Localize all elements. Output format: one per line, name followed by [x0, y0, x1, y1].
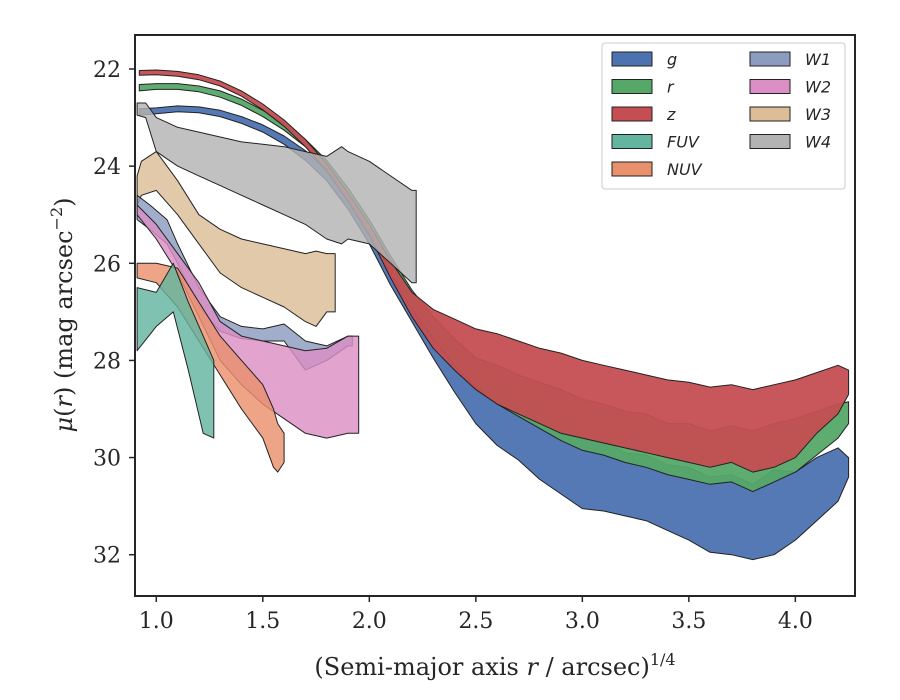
x-axis-label: (Semi-major axis r / arcsec)1/4 — [314, 650, 675, 681]
legend-label-w4: W4 — [805, 133, 831, 152]
series-layer — [136, 69, 850, 561]
legend-label-z: z — [666, 105, 676, 124]
legend-swatch-w1 — [749, 51, 791, 67]
legend-swatch-nuv — [611, 161, 653, 177]
x-axis: 1.0 1.5 2.0 2.5 3.0 3.5 4.0 — [139, 596, 813, 634]
y-tick-label: 24 — [93, 155, 121, 180]
x-tick-label: 4.0 — [778, 609, 813, 634]
x-tick-label: 1.0 — [139, 609, 174, 634]
legend-swatch-fuv — [611, 134, 653, 149]
plot-frame — [134, 34, 856, 597]
x-tick-label: 2.5 — [458, 609, 493, 634]
y-tick-label: 28 — [93, 349, 121, 374]
legend-swatch-z — [611, 106, 653, 122]
legend-label-w2: W2 — [805, 78, 831, 97]
legend-label-w1: W1 — [805, 50, 831, 69]
legend-label-nuv: NUV — [667, 160, 703, 179]
x-tick-label: 1.5 — [245, 609, 280, 634]
y-axis: 22 24 26 28 30 32 — [93, 58, 135, 569]
legend-swatch-w3 — [749, 106, 791, 122]
legend-label-w3: W3 — [805, 105, 831, 124]
legend-swatch-w4 — [749, 134, 791, 149]
y-tick-label: 30 — [93, 447, 121, 472]
x-tick-label: 3.0 — [565, 609, 600, 634]
y-tick-label: 32 — [93, 544, 121, 569]
y-tick-label: 26 — [93, 252, 121, 277]
series-band-w3 — [136, 151, 336, 327]
x-tick-label: 3.5 — [671, 609, 706, 634]
series-band-fuv — [136, 262, 215, 439]
legend: grz FUV NUV W1 W2 W3 W4 — [601, 42, 846, 190]
legend-swatch-w2 — [749, 79, 791, 94]
legend-label-g: g — [667, 50, 677, 69]
legend-label-r: r — [667, 78, 675, 97]
x-tick-label: 2.0 — [352, 609, 387, 634]
legend-swatch-g — [611, 51, 653, 67]
legend-swatch-r — [611, 79, 653, 94]
y-axis-label: μ(r) (mag arcsec−2) — [47, 197, 78, 432]
series-band-w4 — [136, 102, 417, 284]
y-tick-label: 22 — [93, 58, 121, 83]
legend-label-fuv: FUV — [667, 133, 700, 152]
